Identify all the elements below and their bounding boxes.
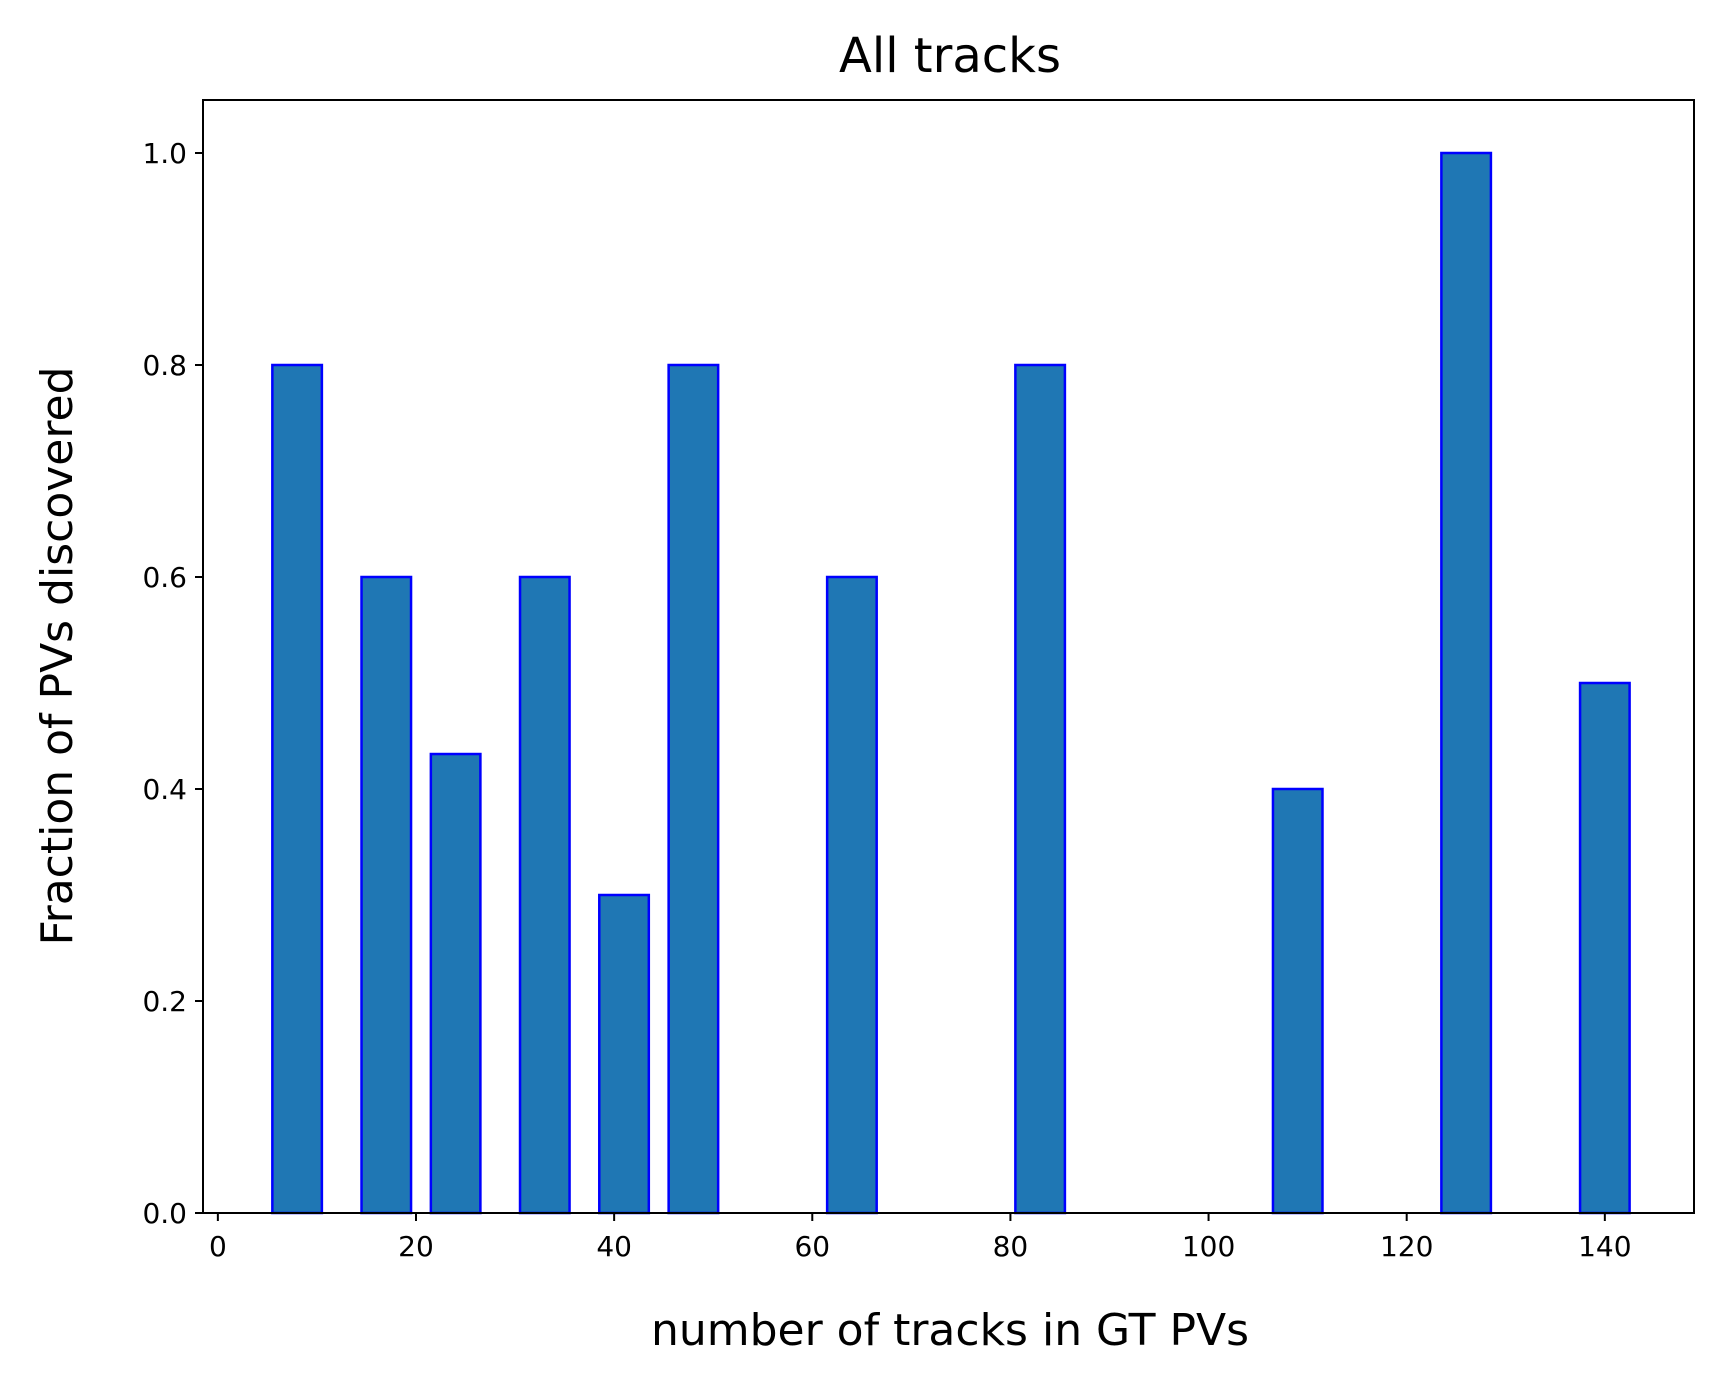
x-tick-label: 140 <box>1578 1230 1631 1263</box>
y-tick-label: 0.4 <box>142 773 187 806</box>
y-axis-title: Fraction of PVs discovered <box>32 367 83 946</box>
y-tick-label: 0.0 <box>142 1197 187 1230</box>
x-axis-title: number of tracks in GT PVs <box>651 1305 1249 1356</box>
bars-layer <box>271 151 1631 1215</box>
bar <box>518 575 571 1215</box>
y-tick-label: 0.8 <box>142 349 187 382</box>
x-tick-label: 20 <box>398 1230 434 1263</box>
x-tick-label: 0 <box>209 1230 227 1263</box>
y-axis: 0.0 0.2 0.4 0.6 0.8 1.0 <box>142 137 203 1230</box>
y-tick-label: 0.2 <box>142 985 187 1018</box>
x-tick-label: 100 <box>1182 1230 1235 1263</box>
bar <box>1440 151 1493 1215</box>
bar <box>1578 681 1631 1215</box>
chart-title: All tracks <box>839 28 1061 84</box>
bar <box>1271 787 1324 1215</box>
bar <box>825 575 878 1215</box>
plot-frame <box>202 99 1695 1214</box>
bar <box>429 752 482 1215</box>
bar <box>667 363 720 1215</box>
x-tick-label: 40 <box>596 1230 632 1263</box>
x-tick-label: 60 <box>794 1230 830 1263</box>
x-axis: 0 20 40 60 80 100 120 140 <box>209 1213 1632 1263</box>
y-tick-label: 1.0 <box>142 137 187 170</box>
bar <box>271 363 324 1215</box>
x-tick-label: 120 <box>1380 1230 1433 1263</box>
y-tick-label: 0.6 <box>142 561 187 594</box>
bar <box>1014 363 1067 1215</box>
bar <box>598 893 651 1215</box>
bar <box>360 575 413 1215</box>
x-tick-label: 80 <box>993 1230 1029 1263</box>
